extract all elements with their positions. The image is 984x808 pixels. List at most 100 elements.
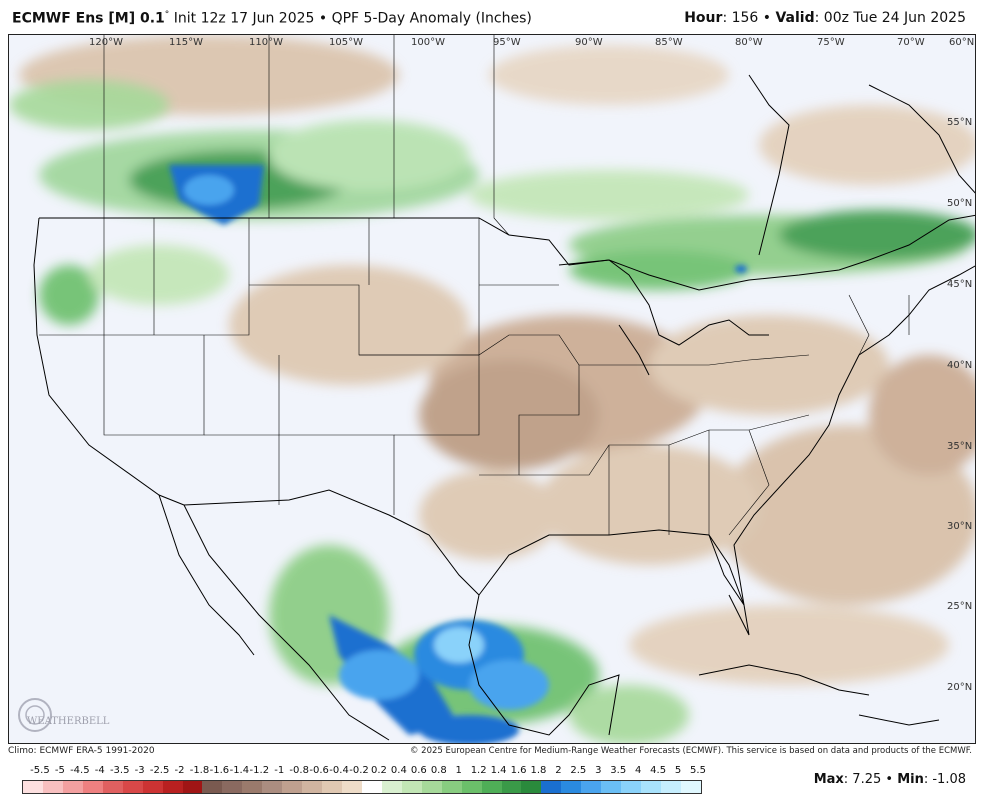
color-swatch — [102, 781, 123, 793]
state-borders-layer — [39, 35, 910, 536]
lon-label: 80°W — [735, 37, 763, 48]
color-legend-label: 5.5 — [690, 765, 706, 776]
color-legend-label: 1.2 — [470, 765, 487, 776]
color-swatch — [621, 781, 642, 793]
color-legend-label: 1.8 — [530, 765, 547, 776]
lat-label-top: 60°N — [949, 37, 974, 48]
color-swatch — [521, 781, 542, 793]
color-swatch — [561, 781, 582, 793]
color-legend-label: 0.2 — [370, 765, 387, 776]
color-legend-label: -0.6 — [309, 765, 329, 776]
color-legend-label: 0.4 — [390, 765, 407, 776]
color-swatch — [182, 781, 203, 793]
color-swatch — [401, 781, 422, 793]
color-swatch — [122, 781, 143, 793]
color-swatch — [421, 781, 442, 793]
color-legend-label: 2.5 — [570, 765, 587, 776]
lat-label: 25°N — [947, 601, 972, 612]
lat-label: 45°N — [947, 279, 972, 290]
color-legend-label: -1.4 — [229, 765, 250, 776]
dry-anomaly-layer — [19, 35, 975, 685]
color-swatch — [162, 781, 183, 793]
max-value: : 7.25 • — [843, 772, 898, 787]
color-legend-label: -2 — [174, 765, 185, 776]
color-swatch — [381, 781, 402, 793]
color-legend-label: 1.6 — [510, 765, 527, 776]
color-legend-label: -4.5 — [70, 765, 90, 776]
lon-label: 115°W — [169, 37, 203, 48]
color-swatch — [42, 781, 63, 793]
color-legend-label: -0.2 — [349, 765, 369, 776]
boundaries-layer — [33, 74, 975, 741]
color-swatch — [62, 781, 83, 793]
lon-label: 95°W — [493, 37, 521, 48]
min-label: Min — [897, 772, 924, 787]
min-value: : -1.08 — [923, 772, 966, 787]
lon-label: 105°W — [329, 37, 363, 48]
color-legend-label: -0.8 — [289, 765, 309, 776]
lon-label: 75°W — [817, 37, 845, 48]
header: ECMWF Ens [M] 0.1° Init 12z 17 Jun 2025 … — [0, 0, 984, 34]
precip-anomaly-map: 120°W 115°W 110°W 105°W 100°W 95°W 90°W … — [9, 35, 975, 743]
color-legend-label: 5 — [674, 765, 682, 776]
map-panel[interactable]: 120°W 115°W 110°W 105°W 100°W 95°W 90°W … — [8, 34, 976, 744]
hour-label: Hour — [684, 10, 723, 26]
lat-label: 30°N — [947, 521, 972, 532]
color-swatch — [342, 781, 362, 793]
color-legend-label: -1.6 — [209, 765, 230, 776]
color-swatch — [501, 781, 522, 793]
lon-label: 70°W — [897, 37, 925, 48]
valid-label: Valid — [775, 10, 815, 26]
lat-label: 55°N — [947, 117, 972, 128]
copyright-note: © 2025 European Centre for Medium-Range … — [409, 746, 972, 756]
color-legend-label: 3 — [595, 765, 602, 776]
color-legend-label: 2 — [555, 765, 562, 776]
init-text: Init 12z 17 Jun 2025 • QPF 5-Day Anomaly… — [169, 10, 532, 27]
longitude-labels: 120°W 115°W 110°W 105°W 100°W 95°W 90°W … — [89, 37, 974, 48]
valid-value: : 00z Tue 24 Jun 2025 — [814, 10, 966, 26]
color-legend-swatches — [22, 780, 702, 794]
color-swatch — [242, 781, 263, 793]
color-swatch — [202, 781, 223, 793]
color-swatch — [461, 781, 482, 793]
hour-value: : 156 • — [722, 10, 776, 26]
latitude-labels: 55°N 50°N 45°N 40°N 35°N 30°N 25°N 20°N — [947, 117, 972, 693]
color-swatch — [23, 781, 43, 793]
color-legend-label: 0.6 — [410, 765, 427, 776]
color-swatch — [661, 781, 681, 793]
climo-note: Climo: ECMWF ERA-5 1991-2020 — [8, 746, 155, 756]
max-label: Max — [813, 772, 844, 787]
lon-label: 90°W — [575, 37, 603, 48]
color-swatch — [481, 781, 502, 793]
color-swatch — [641, 781, 661, 793]
degree-symbol: ° — [164, 10, 170, 20]
color-legend-label: -5.5 — [30, 765, 50, 776]
lat-label: 20°N — [947, 682, 972, 693]
color-legend-label: -1 — [274, 765, 285, 776]
color-legend-label: 3.5 — [610, 765, 627, 776]
color-legend-label: -1.2 — [249, 765, 270, 776]
color-legend: -5.5 -5 -4.5 -4 -3.5 -3 -2.5 -2 -1.8 -1.6 -1.4 -1.2… — [22, 765, 706, 797]
color-swatch — [82, 781, 103, 793]
lon-label: 110°W — [249, 37, 283, 48]
model-name: ECMWF Ens [M] 0.1 — [12, 10, 165, 27]
color-legend-label: 0.8 — [430, 765, 447, 776]
lat-label: 35°N — [947, 441, 972, 452]
heavy-precip-layer — [169, 165, 747, 743]
lat-label: 40°N — [947, 360, 972, 371]
color-swatch — [322, 781, 342, 793]
color-swatch — [302, 781, 323, 793]
color-legend-label: -1.8 — [189, 765, 210, 776]
color-legend-label: 4.5 — [650, 765, 667, 776]
color-swatch — [262, 781, 283, 793]
lat-label: 50°N — [947, 198, 972, 209]
watermark-text: WEATHERBELL — [27, 716, 110, 727]
lon-label: 100°W — [411, 37, 445, 48]
color-legend-label: -4 — [94, 765, 105, 776]
title-right: Hour: 156 • Valid: 00z Tue 24 Jun 2025 — [684, 10, 966, 26]
lon-label: 120°W — [89, 37, 123, 48]
color-swatch — [441, 781, 462, 793]
color-swatch — [601, 781, 622, 793]
color-swatch — [541, 781, 562, 793]
color-swatch — [680, 781, 701, 793]
